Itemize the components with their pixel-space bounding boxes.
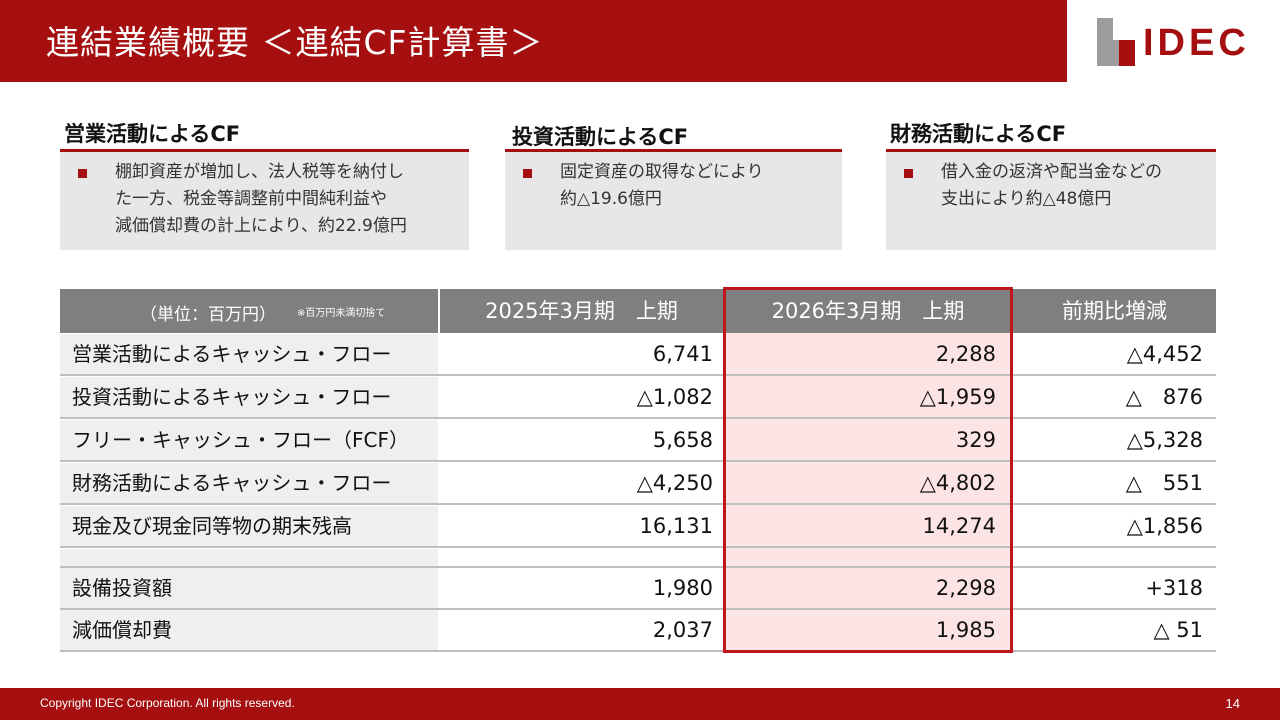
row-divider (60, 608, 1216, 610)
cell-diff: +318 (1145, 576, 1203, 600)
cell-diff: △ 551 (1125, 471, 1203, 495)
row-divider (60, 566, 1216, 568)
title-bar: 連結業績概要 ＜連結CF計算書＞ (0, 0, 1067, 82)
row-divider (60, 417, 1216, 419)
column-header-curr: 2026年3月期 上期 (771, 299, 965, 323)
unit-label: （単位：百万円） (140, 305, 276, 325)
cell-prev: △1,082 (636, 385, 713, 409)
table-header-prev-bg (440, 289, 723, 333)
column-header-diff: 前期比増減 (1062, 299, 1167, 323)
summary-divider (886, 149, 1216, 152)
cell-diff: △5,328 (1126, 428, 1203, 452)
row-label: 減価償却費 (60, 610, 438, 650)
cell-curr: 2,288 (935, 342, 996, 366)
row-label: 投資活動によるキャッシュ・フロー (60, 377, 438, 417)
cell-prev: 5,658 (652, 428, 713, 452)
cell-diff: △ 51 (1153, 618, 1203, 642)
row-divider (60, 546, 1216, 548)
cell-curr: 14,274 (922, 514, 996, 538)
column-header-prev: 2025年3月期 上期 (485, 299, 678, 323)
summary-divider (505, 149, 842, 152)
bullet-icon (523, 169, 532, 178)
summary-text: 借入金の返済や配当金などの 支出により約△48億円 (941, 162, 1162, 209)
summary-text: 固定資産の取得などにより 約△19.6億円 (560, 162, 764, 209)
summary-title-operating: 営業活動によるCF (64, 122, 241, 146)
cell-prev: 16,131 (639, 514, 713, 538)
cell-diff: △ 876 (1125, 385, 1203, 409)
row-label: 現金及び現金同等物の期末残高 (60, 506, 438, 546)
cell-curr: 329 (955, 428, 996, 452)
idec-logo: IDEC (1097, 18, 1257, 66)
summary-box-financing: 借入金の返済や配当金などの 支出により約△48億円 (886, 152, 1216, 250)
highlight-column-fill (725, 289, 1011, 651)
table-header-curr-bg (725, 289, 1011, 333)
bullet-icon (78, 169, 87, 178)
page-number: 14 (1225, 696, 1240, 711)
row-label: 財務活動によるキャッシュ・フロー (60, 463, 438, 503)
logo-text: IDEC (1143, 22, 1250, 64)
table-header-unit: （単位：百万円） ※百万円未満切捨て (60, 289, 438, 333)
cell-curr: 1,985 (935, 618, 996, 642)
bullet-icon (904, 169, 913, 178)
cell-curr: △4,802 (919, 471, 996, 495)
row-label: フリー・キャッシュ・フロー（FCF） (60, 420, 438, 460)
cell-diff: △4,452 (1126, 342, 1203, 366)
summary-box-investing: 固定資産の取得などにより 約△19.6億円 (505, 152, 842, 250)
summary-title-investing: 投資活動によるCF (512, 125, 689, 149)
cell-curr: 2,298 (935, 576, 996, 600)
summary-box-operating: 棚卸資産が増加し、法人税等を納付し た一方、税金等調整前中間純利益や 減価償却費… (60, 152, 469, 250)
row-divider (60, 374, 1216, 376)
logo-mark-icon (1097, 18, 1135, 66)
summary-divider (60, 149, 469, 152)
cell-prev: △4,250 (636, 471, 713, 495)
highlight-column-border (723, 287, 1013, 653)
cell-prev: 1,980 (652, 576, 713, 600)
row-label: 設備投資額 (60, 568, 438, 608)
summary-title-financing: 財務活動によるCF (890, 122, 1067, 146)
spacer-row (60, 549, 438, 566)
summary-text: 棚卸資産が増加し、法人税等を納付し た一方、税金等調整前中間純利益や 減価償却費… (115, 162, 407, 236)
row-divider (60, 650, 1216, 652)
unit-note: ※百万円未満切捨て (297, 308, 386, 319)
cell-diff: △1,856 (1126, 514, 1203, 538)
copyright-text: Copyright IDEC Corporation. All rights r… (40, 696, 295, 710)
row-divider (60, 460, 1216, 462)
cell-prev: 6,741 (652, 342, 713, 366)
table-header-diff-bg (1013, 289, 1216, 333)
footer-bar: Copyright IDEC Corporation. All rights r… (0, 688, 1280, 720)
cell-curr: △1,959 (919, 385, 996, 409)
page-title: 連結業績概要 ＜連結CF計算書＞ (46, 23, 544, 62)
row-label: 営業活動によるキャッシュ・フロー (60, 334, 438, 374)
cell-prev: 2,037 (652, 618, 713, 642)
row-divider (60, 503, 1216, 505)
